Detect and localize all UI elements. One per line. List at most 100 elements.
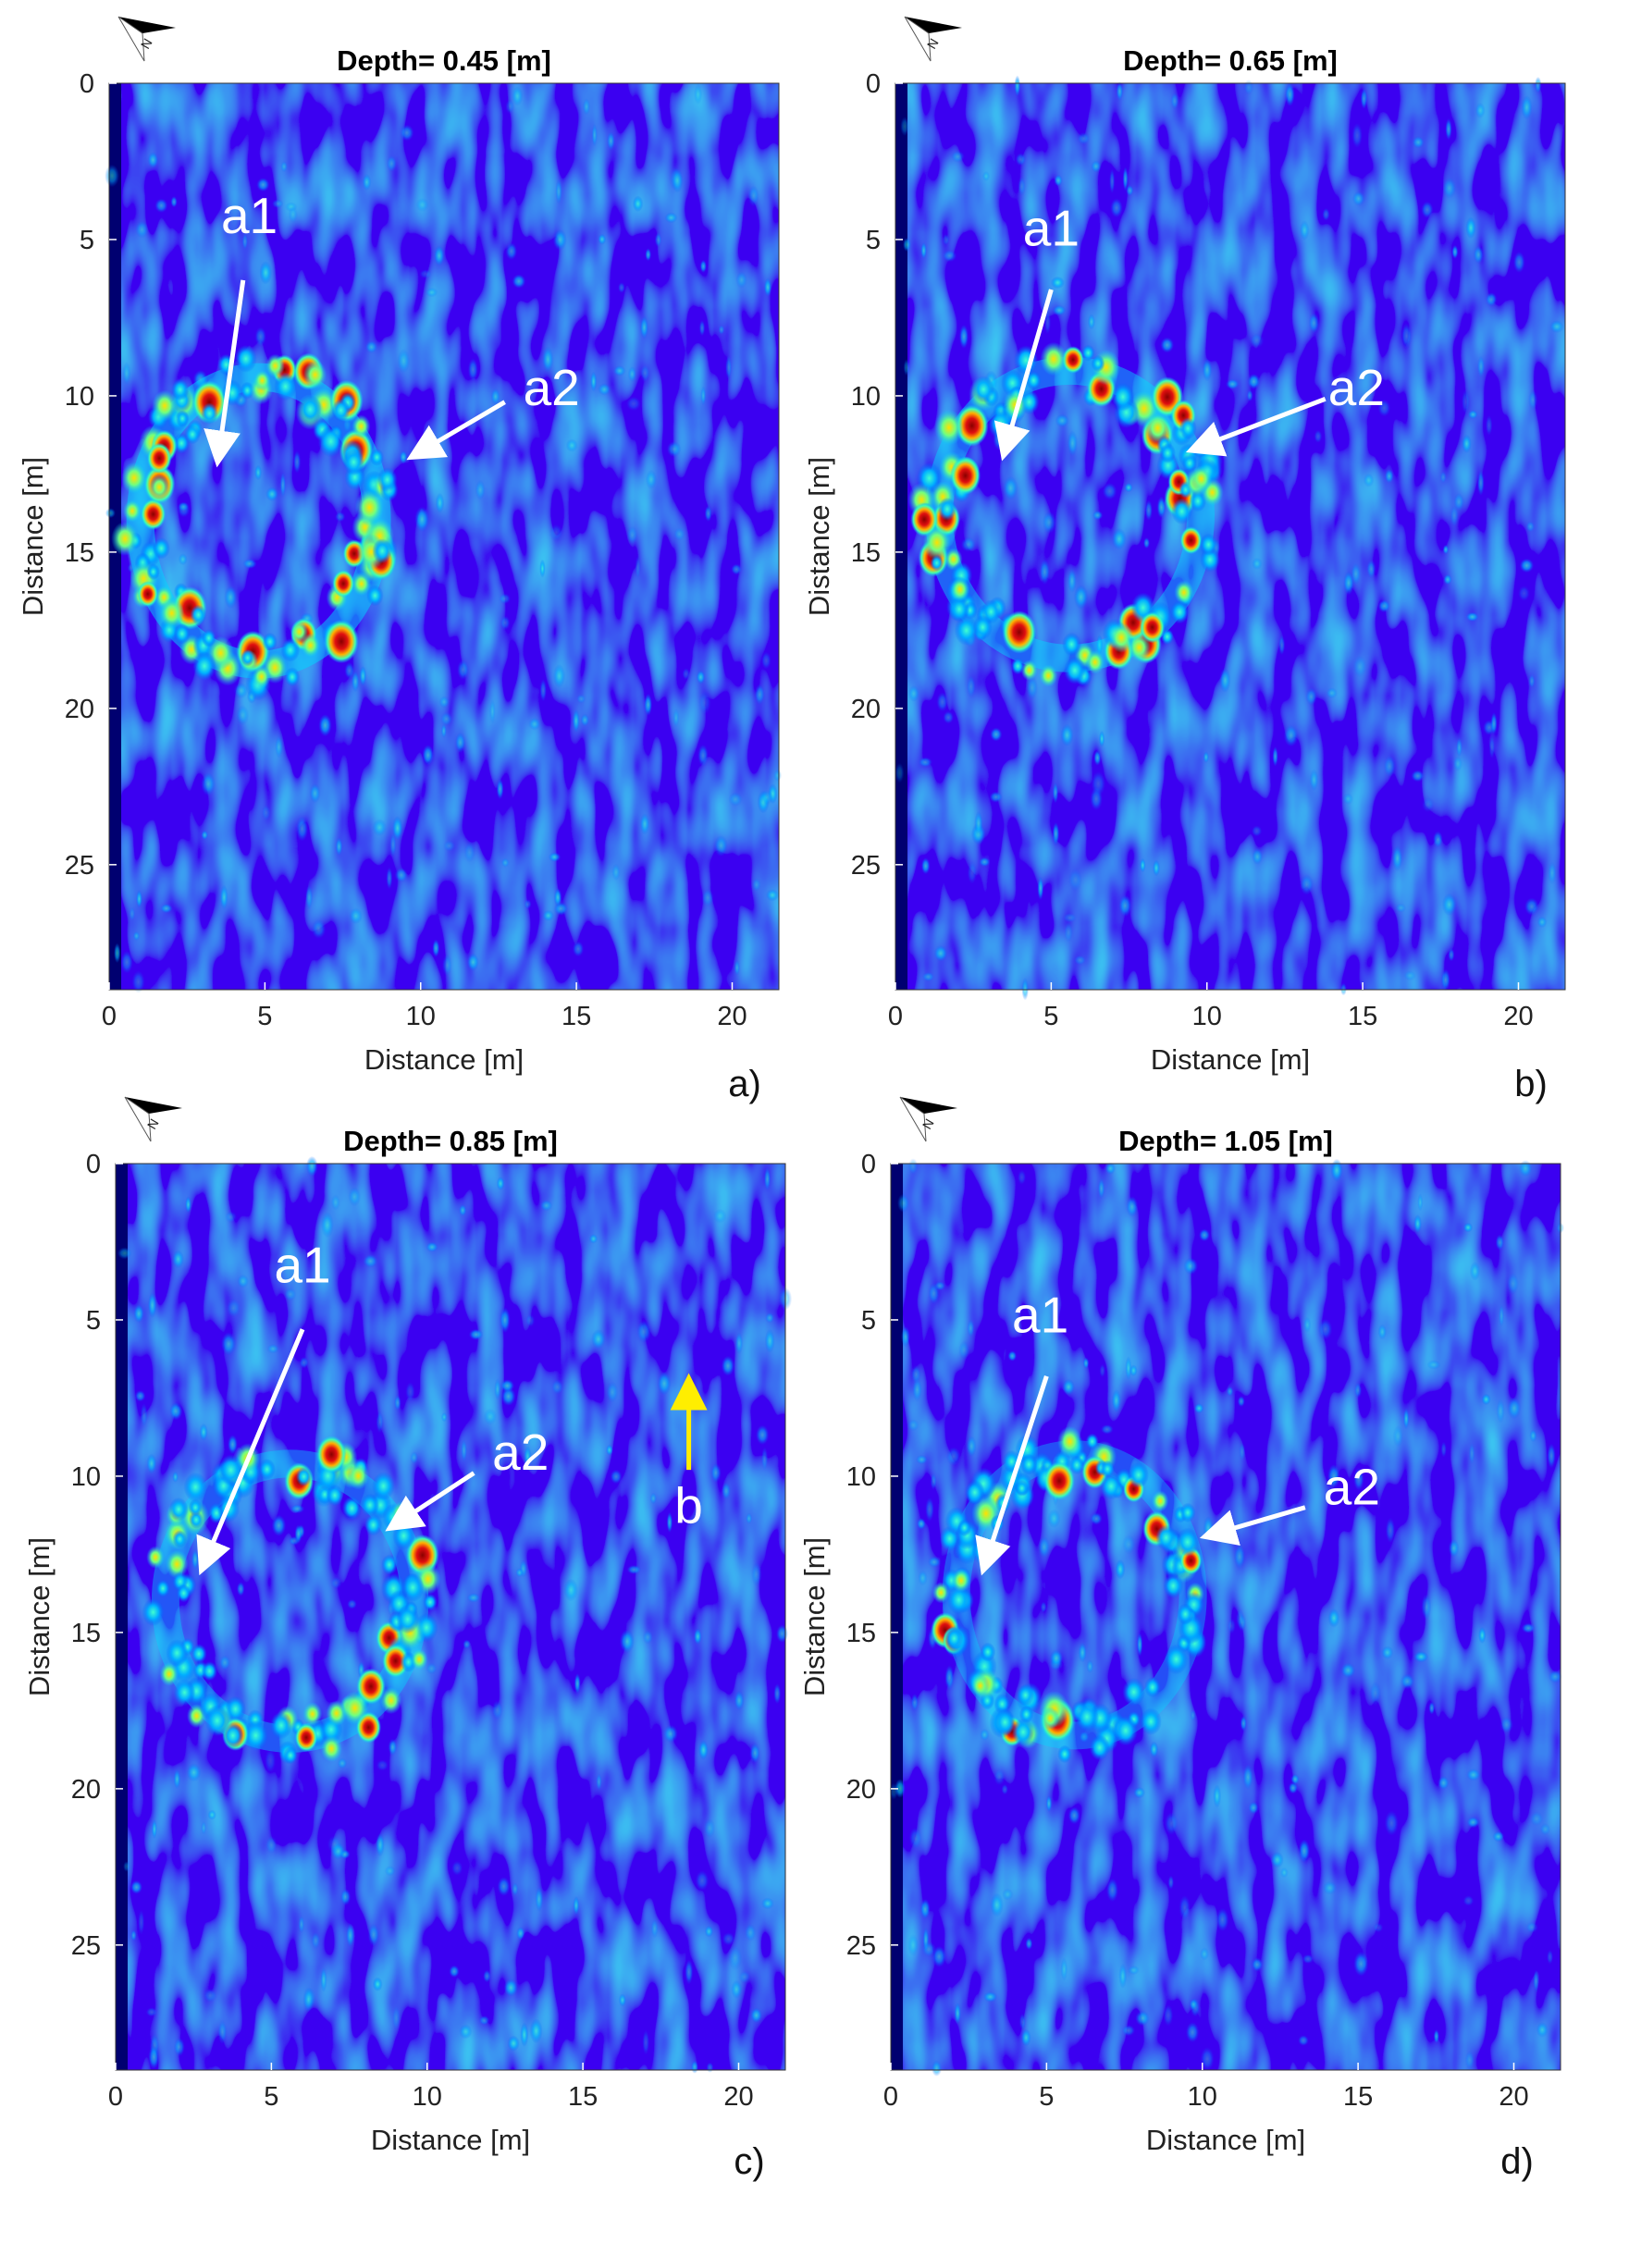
chart-title: Depth= 1.05 [m] [1118,1125,1333,1157]
speckle [1422,796,1435,813]
speckle [483,1969,491,1983]
speckle [1239,1442,1246,1461]
speckle [650,1918,659,1939]
speckle [1111,528,1127,550]
speckle [117,1247,132,1260]
speckle [915,1454,928,1465]
speckle [572,709,580,733]
speckle [160,903,173,914]
speckle [491,1700,503,1720]
speckle [1018,2013,1026,2031]
anomaly-blob [258,1459,276,1480]
speckle [696,670,706,684]
speckle [1079,1732,1090,1743]
speckle [242,559,257,569]
speckle [1060,1957,1068,1981]
speckle [539,1200,553,1212]
anomaly-blob [280,638,301,662]
anomaly-blob [1081,344,1095,362]
speckle [1193,1402,1204,1414]
speckle [591,123,598,147]
x-axis-label: Distance [m] [1146,2124,1305,2156]
speckle [710,1462,722,1483]
speckle [1082,1357,1090,1369]
speckle [699,259,707,273]
speckle [576,694,586,704]
speckle [1547,1949,1553,1965]
speckle [136,890,142,908]
anomaly-blob [332,569,355,598]
speckle [376,1411,384,1434]
speckle [1451,244,1459,259]
speckle [958,1340,970,1361]
speckle [349,907,363,925]
anomaly-blob [1174,580,1194,605]
speckle [982,1991,998,2003]
speckle [219,884,228,910]
speckle [400,124,414,142]
speckle [1506,1272,1519,1295]
anomaly-blob [930,554,944,572]
speckle [1240,1715,1247,1732]
speckle [1466,1769,1481,1781]
speckle [1395,903,1407,913]
speckle [1039,559,1050,585]
speckle [1067,869,1083,892]
annotation-arrow-a2 [406,400,506,461]
speckle [178,553,188,566]
speckle [907,684,920,702]
speckle [695,1870,710,1892]
annotation-arrow-a2 [1199,1505,1306,1546]
speckle [1518,1160,1533,1177]
speckle [903,237,911,253]
noise-texture [891,1164,1561,2070]
anomaly-blob [265,353,285,378]
annotation-label-a2: a2 [1328,359,1385,416]
speckle [551,1379,563,1395]
speckle [330,1576,342,1589]
y-tick-label: 5 [866,226,881,255]
anomaly-blob [342,449,364,476]
x-tick-label: 5 [257,1002,272,1031]
speckle [1115,1559,1126,1580]
speckle [261,804,271,821]
anomaly-blob [149,474,170,500]
speckle [773,769,782,782]
speckle [1153,859,1160,877]
speckle [496,778,504,800]
speckle [1327,1608,1340,1628]
anomaly-blob [173,1679,196,1707]
speckle [1443,573,1452,585]
speckle [221,1332,237,1356]
speckle [1384,468,1394,484]
speckle [466,953,479,971]
annotation-label-b: b [674,1477,703,1535]
speckle [394,868,408,882]
y-tick-label: 20 [71,1775,101,1805]
speckle [266,1344,279,1354]
anomaly-blob [1111,382,1135,412]
speckle [1536,2022,1549,2038]
speckle [918,1570,928,1586]
speckle [130,1929,137,1941]
speckle [759,789,773,806]
speckle [1300,874,1314,895]
speckle [372,1977,383,1991]
speckle [685,1959,694,1985]
speckle [735,271,747,289]
chart-title: Depth= 0.45 [m] [337,44,551,77]
y-axis-label: Distance [m] [803,457,835,616]
anomaly-blob [152,389,178,422]
speckle [241,233,248,251]
speckle [754,684,765,705]
speckle [1450,505,1459,527]
speckle [764,1328,775,1353]
anomaly-blob [372,538,393,564]
speckle [1528,389,1538,411]
speckle [639,364,650,382]
anomaly-ring [111,345,399,701]
speckle [1090,1512,1103,1525]
speckle [563,1578,578,1602]
anomaly-blob [146,442,172,474]
speckle [279,472,286,498]
